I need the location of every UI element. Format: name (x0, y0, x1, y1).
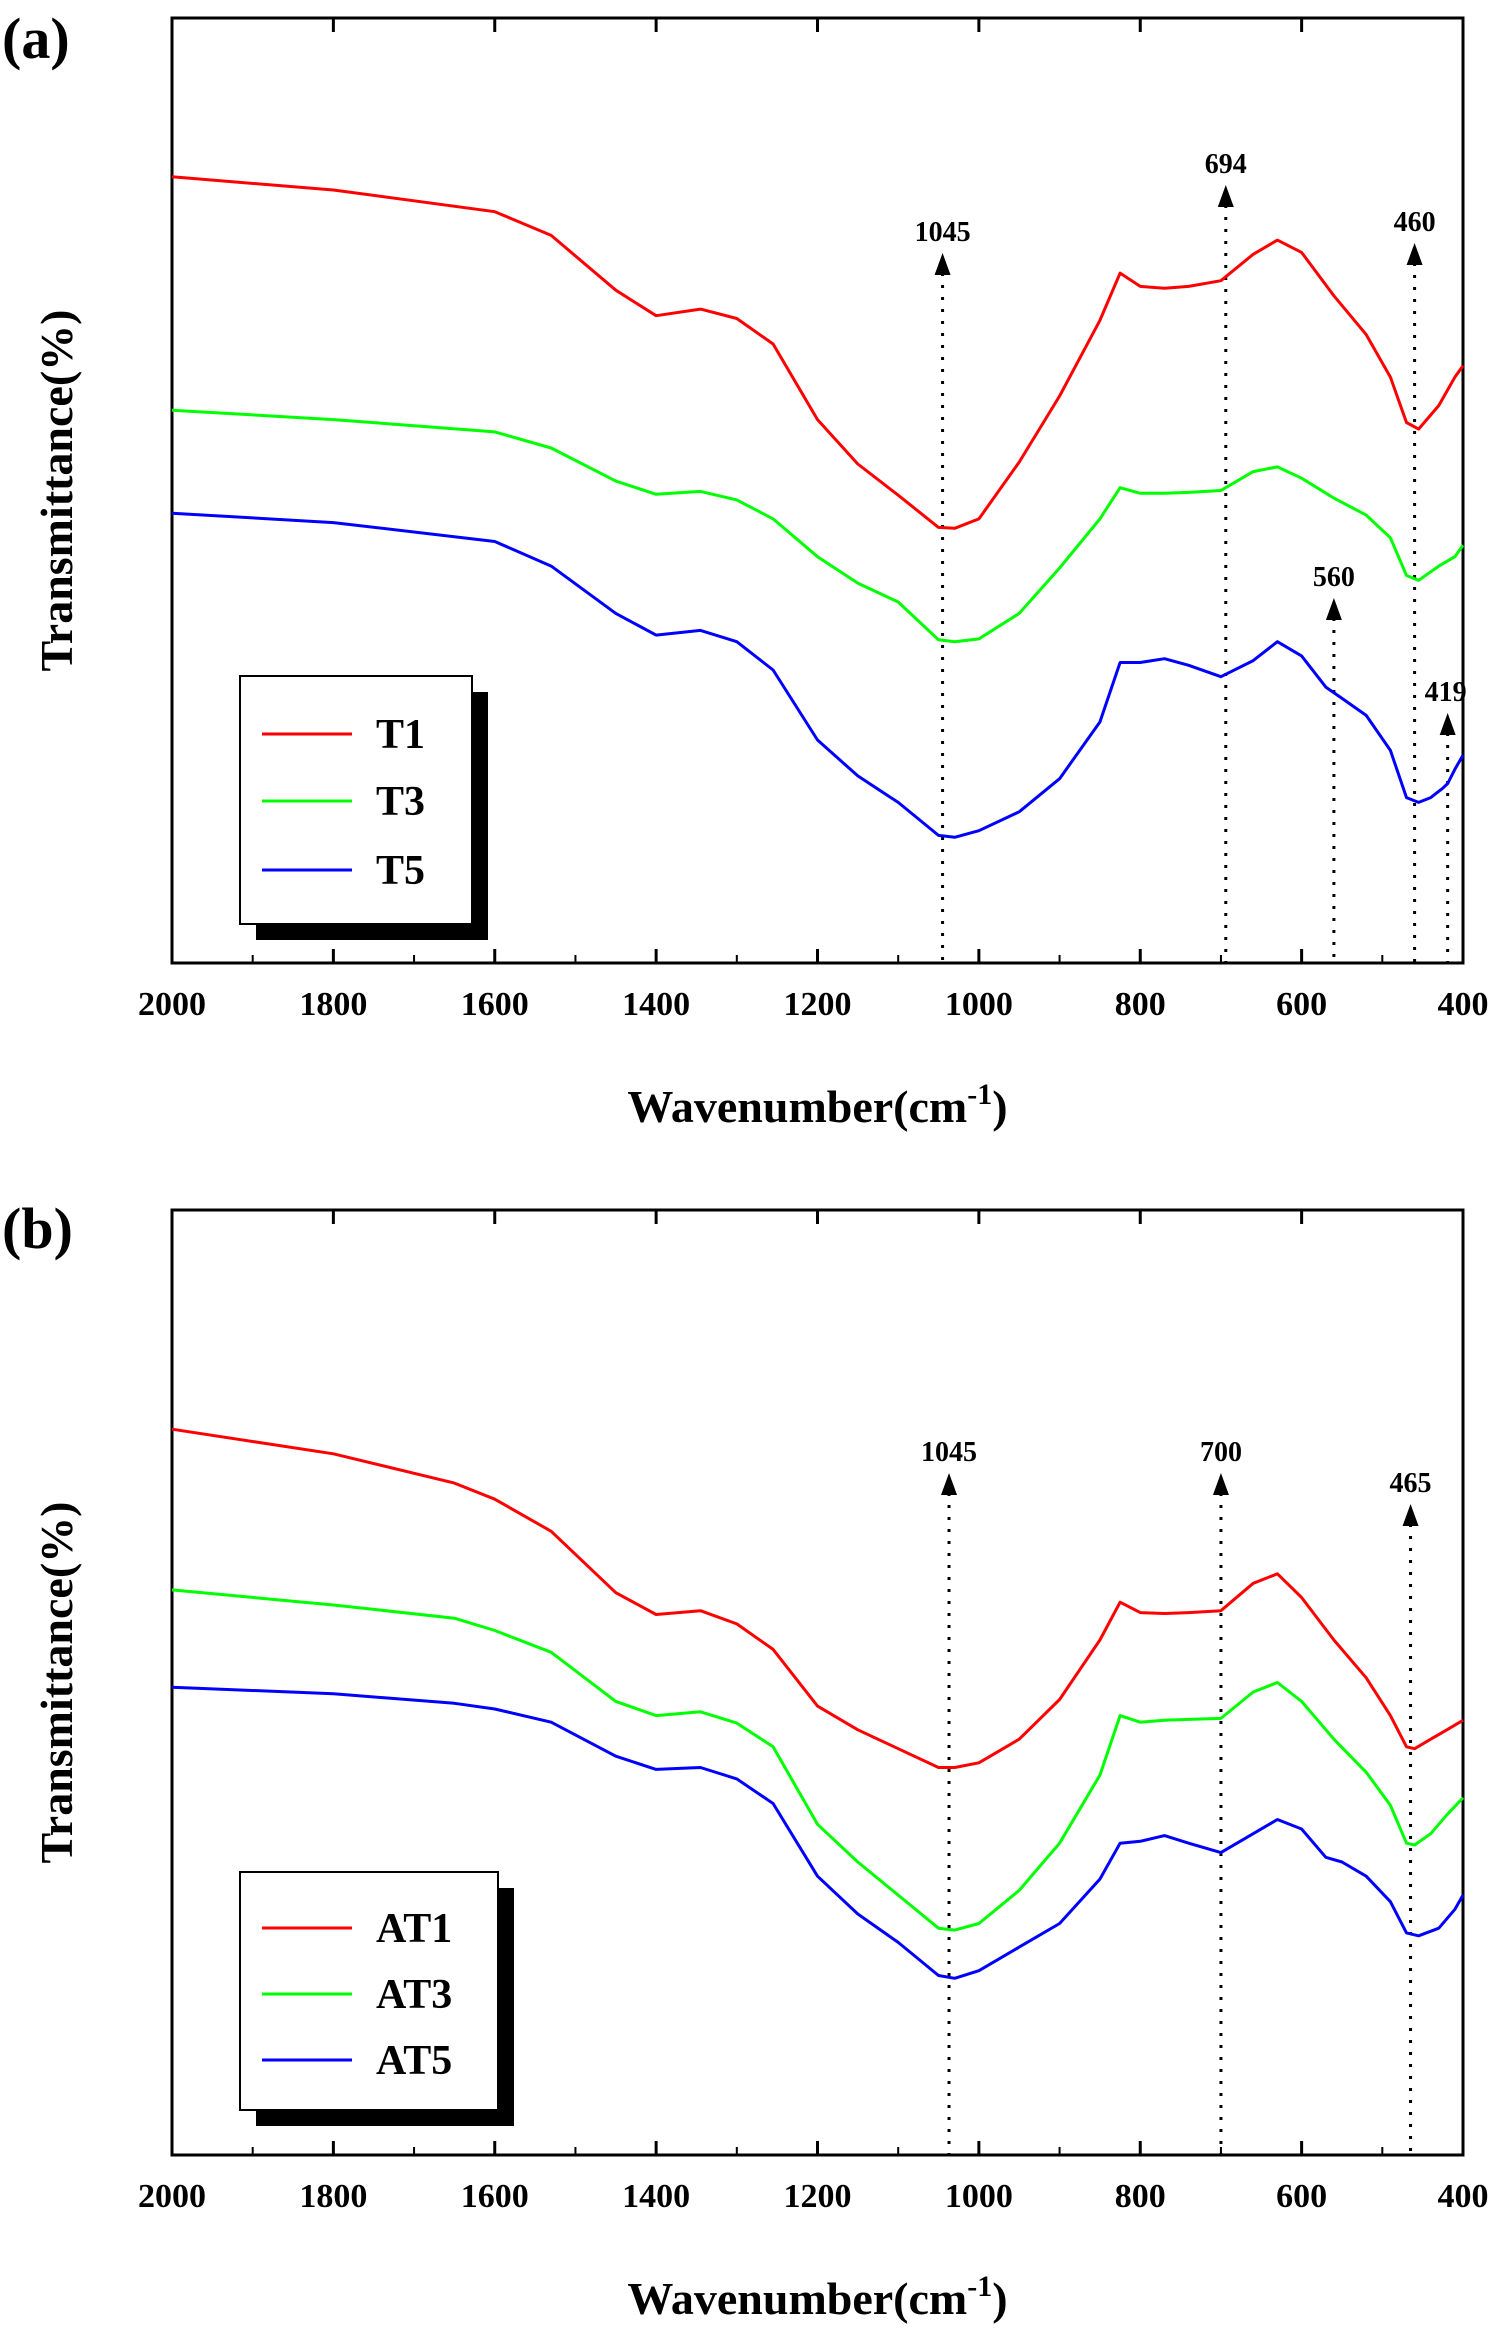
series-line-at3 (171, 1588, 1465, 1932)
x-tick-label: 1000 (945, 986, 1013, 1023)
chart-panel-a: 2000 1800 1600 1400 1200 1000 800 600 400 Wavenum… (2, 6, 1489, 1132)
panel-label: (b) (2, 1196, 73, 1261)
series-line-at1 (171, 1427, 1464, 1769)
annotation-arrow-460 (1406, 243, 1423, 265)
legend: T1 T3 T5 (239, 675, 488, 940)
x-tick-label: 600 (1276, 2178, 1327, 2215)
x-tick-label: 1200 (784, 986, 852, 1023)
legend-label-t1: T1 (376, 712, 425, 758)
annotation-label-419: 419 (1425, 677, 1467, 708)
x-tick-label: 1600 (461, 986, 529, 1023)
x-axis-ticks: 2000 1800 1600 1400 1200 1000 800 600 400 (138, 1210, 1489, 2215)
legend-label-t3: T3 (376, 779, 425, 825)
legend-label-t5: T5 (376, 848, 425, 894)
annotations: 1045 700 465 (921, 1437, 1432, 2155)
x-tick-label: 1000 (945, 2178, 1013, 2215)
series-group (171, 1427, 1465, 1980)
legend-label-at5: AT5 (376, 2038, 452, 2084)
legend-label-at1: AT1 (376, 1906, 452, 1952)
annotation-label-465: 465 (1390, 1468, 1432, 1499)
annotations: 1045 694 460 560 419 (915, 149, 1467, 963)
x-tick-label: 600 (1276, 986, 1327, 1023)
panel-label: (a) (2, 6, 70, 71)
annotation-label-1045: 1045 (921, 1437, 977, 1468)
annotation-arrow-419 (1439, 713, 1456, 735)
annotation-label-694: 694 (1205, 149, 1247, 180)
annotation-arrow-1045 (934, 253, 951, 275)
y-axis-title: Transmittance(%) (31, 310, 82, 672)
x-axis-title-close: ) (992, 2273, 1007, 2324)
x-tick-label: 800 (1115, 2178, 1166, 2215)
x-tick-label: 1600 (461, 2178, 529, 2215)
x-axis-title-main: Wavenumber(cm (627, 1081, 967, 1132)
series-line-at5 (171, 1685, 1465, 1980)
series-line-t3 (171, 408, 1465, 644)
x-tick-label: 400 (1438, 986, 1489, 1023)
x-tick-label: 2000 (138, 2178, 206, 2215)
x-axis-title-sup: -1 (967, 2270, 992, 2303)
chart-panel-b: 2000 1800 1600 1400 1200 1000 800 600 400 Wavenum… (2, 1196, 1489, 2324)
x-tick-label: 1800 (299, 986, 367, 1023)
x-tick-label: 2000 (138, 986, 206, 1023)
series-group (171, 175, 1465, 839)
annotation-arrow-694 (1217, 185, 1234, 207)
x-tick-label: 1200 (784, 2178, 852, 2215)
series-line-t5 (171, 511, 1465, 839)
annotation-label-1045: 1045 (915, 217, 971, 248)
legend: AT1 AT3 AT5 (239, 1871, 514, 2126)
x-tick-label: 1400 (622, 986, 690, 1023)
series-line-t1 (171, 175, 1465, 530)
y-axis-title: Transmittance(%) (31, 1502, 82, 1864)
annotation-arrow-1045 (941, 1473, 958, 1495)
x-axis-title-close: ) (992, 1081, 1007, 1132)
x-axis-ticks: 2000 1800 1600 1400 1200 1000 800 600 400 (138, 18, 1489, 1023)
annotation-arrow-465 (1402, 1504, 1419, 1526)
annotation-label-460: 460 (1394, 207, 1436, 238)
x-tick-label: 800 (1115, 986, 1166, 1023)
x-tick-label: 1400 (622, 2178, 690, 2215)
x-tick-label: 1800 (299, 2178, 367, 2215)
x-axis-title: Wavenumber(cm-1) (627, 2270, 1007, 2324)
x-tick-label: 400 (1438, 2178, 1489, 2215)
x-axis-title-sup: -1 (967, 1078, 992, 1111)
annotation-arrow-560 (1325, 598, 1342, 620)
annotation-label-700: 700 (1200, 1437, 1242, 1468)
x-axis-title-main: Wavenumber(cm (627, 2273, 967, 2324)
legend-box (239, 1871, 499, 2111)
annotation-arrow-700 (1212, 1473, 1229, 1495)
legend-label-at3: AT3 (376, 1972, 452, 2018)
annotation-label-560: 560 (1313, 562, 1355, 593)
x-axis-title: Wavenumber(cm-1) (627, 1078, 1007, 1132)
